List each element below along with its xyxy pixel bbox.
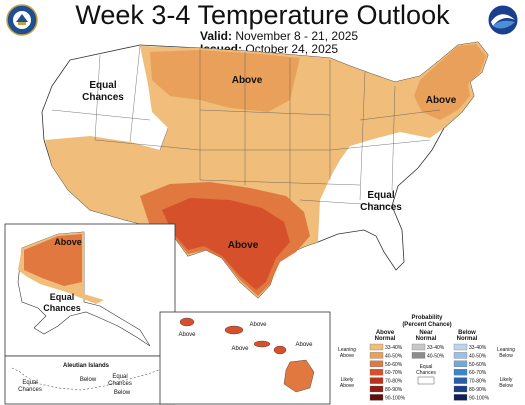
legend-above-header-1: Above (376, 330, 395, 336)
label-hawaii-above-4: Above (295, 342, 313, 348)
legend-above-swatch-0 (369, 343, 384, 351)
legend-likely-below-2: Below (499, 383, 513, 389)
legend-near-range-1: 40-50% (427, 353, 445, 359)
conus-above-40-50-northeast (414, 44, 486, 120)
legend-above-swatch-6 (369, 394, 384, 401)
legend: Probability (Percent Chance) Above Norma… (332, 312, 522, 404)
legend-near-bins: 33-40% 40-50% (411, 343, 445, 359)
legend-below-swatch-2 (453, 360, 468, 367)
aleutian-inset: Aleutian Islands Equal Chances Below Equ… (4, 355, 176, 405)
label-aleutian-equal-2: Chances (18, 387, 42, 393)
map-title: Week 3-4 Temperature Outlook (75, 0, 450, 30)
legend-above-range-2: 50-60% (385, 362, 403, 368)
legend-below-range-1: 40-50% (469, 353, 487, 359)
legend-equal-chances-swatch (417, 376, 435, 385)
label-hawaii-above-2: Above (249, 322, 267, 328)
alaska-above-40-50 (24, 234, 82, 286)
label-equal-southeast-2: Chances (360, 202, 402, 213)
label-above-north: Above (232, 75, 263, 86)
legend-leaning-above-1: Leaning (338, 347, 356, 353)
legend-near-header-2: Normal (416, 336, 437, 342)
conus-above-40-50-north (150, 50, 300, 112)
legend-above-swatch-5 (369, 385, 384, 393)
legend-below-range-0: 33-40% (469, 345, 487, 351)
legend-below-swatch-3 (453, 369, 468, 376)
label-above-south: Above (228, 240, 259, 251)
legend-near-header-1: Near (419, 330, 433, 336)
legend-below-swatch-6 (453, 394, 468, 401)
valid-label: Valid: (200, 29, 233, 43)
legend-title: Probability (411, 315, 443, 321)
legend-near-swatch-1 (411, 352, 426, 359)
valid-value: November 8 - 21, 2025 (235, 29, 359, 43)
label-equal-west-1: Equal (89, 80, 116, 91)
alaska-inset: Above Equal Chances (4, 223, 176, 357)
legend-above-range-3: 60-70% (385, 370, 403, 376)
valid-line: Valid: November 8 - 21, 2025 (200, 29, 358, 43)
legend-likely-above-2: Above (340, 383, 354, 389)
island-big-island (283, 359, 315, 393)
legend-above-range-1: 40-50% (385, 353, 403, 359)
label-aleutian-below: Below (80, 377, 97, 383)
legend-above-swatch-1 (369, 352, 384, 359)
label-alaska-above: Above (54, 237, 82, 247)
legend-above-range-5: 80-90% (385, 387, 403, 393)
legend-likely-above-1: Likely (341, 377, 354, 383)
legend-above-swatch-2 (369, 360, 384, 367)
legend-equal-chances-1: Equal (420, 364, 433, 370)
conus-above-50-60-south (162, 198, 290, 290)
label-alaska-equal-2: Chances (43, 303, 81, 313)
legend-below-header-2: Normal (457, 336, 478, 342)
legend-subtitle: (Percent Chance) (402, 322, 451, 328)
legend-near-range-0: 33-40% (427, 345, 445, 351)
legend-below-bins: 33-40% 40-50% 50-60% 60-70% 70-80% 80-90% 90-1… (453, 343, 490, 401)
label-aleutian-title: Aleutian Islands (63, 363, 110, 369)
label-aleutian-below2: Below (114, 390, 131, 396)
label-equal-southeast-1: Equal (367, 190, 394, 201)
label-aleutian-equal-1: Equal (22, 380, 37, 386)
label-aleutian-equal2-1: Equal (112, 374, 127, 380)
label-hawaii-above-3: Above (231, 346, 249, 352)
legend-above-header-2: Normal (375, 336, 396, 342)
island-oahu (224, 325, 244, 335)
legend-below-header-1: Below (458, 330, 476, 336)
legend-below-swatch-1 (453, 352, 468, 359)
legend-below-swatch-5 (453, 385, 468, 393)
legend-below-range-5: 80-90% (469, 387, 487, 393)
legend-below-range-3: 60-70% (469, 370, 487, 376)
state-borders (51, 45, 441, 207)
hawaii-inset: Above Above Above Above (159, 311, 331, 405)
label-alaska-equal-1: Equal (50, 292, 75, 302)
conus-above-33-40 (45, 42, 488, 298)
legend-above-swatch-4 (369, 377, 384, 384)
legend-leaning-below-2: Below (499, 353, 513, 359)
legend-below-range-4: 70-80% (469, 379, 487, 385)
label-aleutian-equal2-2: Chances (108, 381, 132, 387)
legend-below-range-6: 90-100% (469, 395, 490, 401)
island-molokai (253, 340, 271, 348)
island-maui (273, 345, 287, 355)
legend-below-swatch-4 (453, 377, 468, 384)
noaa-logo-icon (487, 4, 519, 36)
legend-above-range-4: 70-80% (385, 379, 403, 385)
legend-above-range-6: 90-100% (385, 395, 406, 401)
label-above-northeast: Above (426, 95, 457, 106)
legend-leaning-above-2: Above (340, 353, 354, 359)
island-kauai (179, 317, 195, 327)
label-hawaii-above-1: Above (178, 332, 196, 338)
legend-above-swatch-3 (369, 369, 384, 376)
legend-below-range-2: 50-60% (469, 362, 487, 368)
doc-seal-icon (6, 4, 38, 36)
label-equal-west-2: Chances (82, 92, 124, 103)
legend-below-swatch-0 (453, 343, 468, 351)
legend-leaning-below-1: Leaning (497, 347, 515, 353)
legend-above-bins: 33-40% 40-50% 50-60% 60-70% 70-80% 80-90% 90-1… (369, 343, 406, 401)
legend-likely-below-1: Likely (500, 377, 513, 383)
aleutian-chain (11, 367, 165, 391)
legend-above-range-0: 33-40% (385, 345, 403, 351)
legend-near-swatch-0 (411, 343, 426, 351)
legend-equal-chances-2: Chances (416, 370, 436, 376)
